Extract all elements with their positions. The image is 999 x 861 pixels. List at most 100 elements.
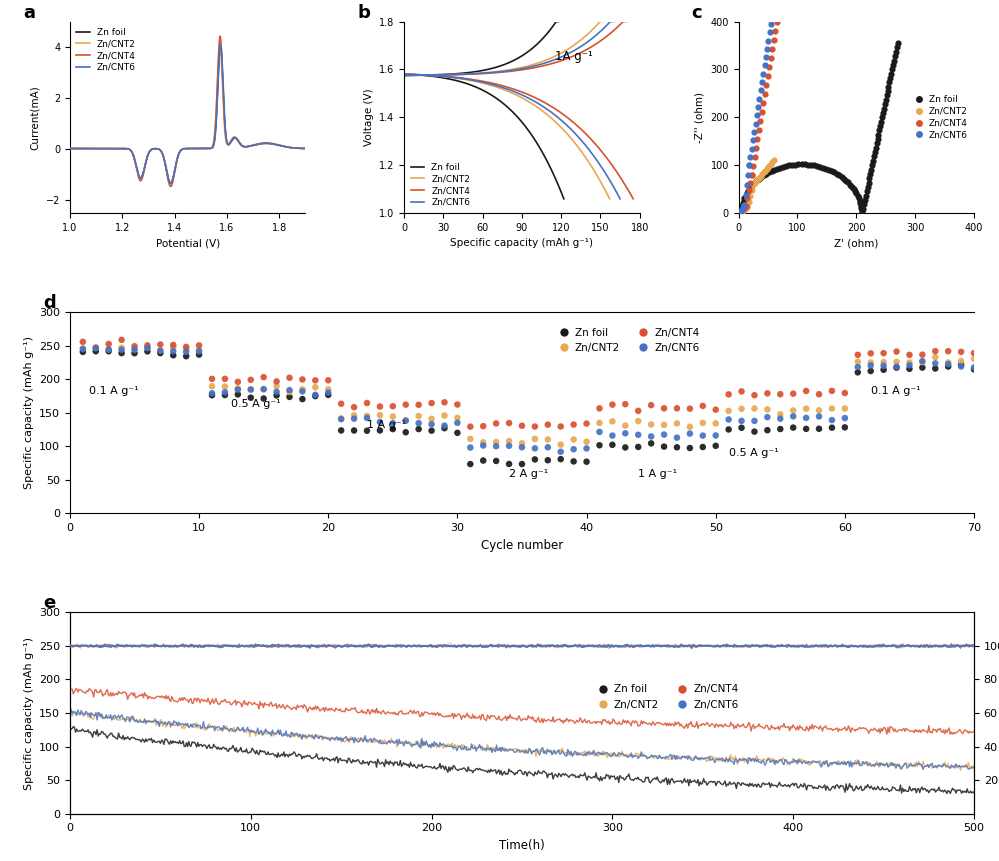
Point — [230, 387, 246, 401]
Point — [489, 439, 504, 453]
Point — [853, 204, 869, 218]
Point — [888, 361, 904, 375]
X-axis label: Specific capacity (mAh g⁻¹): Specific capacity (mAh g⁻¹) — [451, 238, 593, 249]
Point — [901, 356, 917, 369]
Point — [745, 177, 761, 191]
Text: 2 A g⁻¹: 2 A g⁻¹ — [509, 468, 548, 479]
Point — [863, 346, 879, 360]
Point — [230, 381, 246, 395]
Point — [863, 356, 879, 369]
Point — [630, 440, 646, 454]
Point — [489, 454, 504, 468]
Point — [707, 403, 723, 417]
Point — [282, 390, 298, 404]
Point — [734, 201, 750, 215]
Point — [372, 408, 388, 422]
Point — [114, 343, 130, 356]
Point — [784, 158, 800, 172]
Point — [398, 414, 414, 428]
Point — [295, 393, 311, 406]
Point — [756, 168, 772, 182]
Point — [749, 108, 765, 122]
Point — [850, 348, 866, 362]
X-axis label: Time(h): Time(h) — [500, 839, 544, 852]
Text: c: c — [691, 3, 702, 22]
Point — [953, 358, 969, 372]
Point — [798, 384, 814, 398]
Point — [809, 159, 825, 173]
Point — [334, 424, 350, 437]
Point — [734, 205, 750, 219]
Point — [191, 338, 207, 352]
Point — [178, 350, 194, 363]
Point — [749, 174, 765, 188]
Point — [772, 412, 788, 425]
Point — [101, 343, 117, 356]
Point — [785, 387, 801, 400]
Point — [204, 388, 220, 402]
Point — [741, 158, 757, 172]
Point — [847, 184, 863, 198]
Point — [867, 146, 883, 159]
Point — [872, 119, 888, 133]
Point — [772, 422, 788, 436]
Point — [513, 418, 529, 432]
Legend: Zn foil, Zn/CNT2, Zn/CNT4, Zn/CNT6: Zn foil, Zn/CNT2, Zn/CNT4, Zn/CNT6 — [75, 26, 138, 74]
Point — [578, 455, 594, 468]
Point — [837, 386, 853, 400]
Point — [140, 341, 156, 355]
Point — [889, 36, 905, 50]
Point — [217, 388, 233, 402]
Point — [359, 396, 375, 410]
Point — [868, 141, 884, 155]
Point — [736, 191, 752, 205]
Point — [191, 344, 207, 358]
Point — [578, 417, 594, 430]
Point — [539, 440, 555, 454]
Point — [707, 417, 723, 430]
Point — [757, 87, 773, 101]
Point — [738, 201, 754, 215]
Point — [837, 412, 853, 425]
Point — [152, 344, 168, 357]
Point — [871, 123, 887, 137]
Point — [736, 198, 752, 212]
Text: 0.5 A g⁻¹: 0.5 A g⁻¹ — [232, 400, 281, 410]
Point — [878, 93, 894, 107]
Point — [539, 418, 555, 431]
Point — [152, 344, 168, 357]
Point — [738, 186, 754, 200]
Point — [411, 422, 427, 436]
Point — [733, 206, 749, 220]
Point — [385, 422, 401, 436]
Point — [735, 194, 751, 208]
Point — [630, 428, 646, 442]
Point — [243, 373, 259, 387]
Point — [359, 424, 375, 437]
Point — [88, 341, 104, 355]
Point — [539, 454, 555, 468]
Point — [785, 421, 801, 435]
Point — [748, 141, 764, 155]
Point — [753, 170, 769, 183]
Point — [811, 404, 827, 418]
Point — [734, 201, 750, 215]
Point — [694, 399, 710, 412]
Point — [591, 438, 607, 452]
Point — [463, 441, 479, 455]
Point — [565, 455, 581, 468]
Point — [761, 25, 777, 39]
Point — [858, 189, 874, 202]
Point — [191, 348, 207, 362]
Point — [966, 361, 982, 375]
Point — [927, 362, 943, 375]
Point — [165, 340, 181, 354]
Point — [746, 401, 762, 415]
Point — [914, 356, 930, 369]
Point — [863, 163, 879, 177]
Point — [308, 374, 324, 387]
Point — [751, 171, 767, 185]
Point — [751, 123, 767, 137]
Point — [966, 362, 982, 376]
Y-axis label: Voltage (V): Voltage (V) — [364, 89, 374, 146]
